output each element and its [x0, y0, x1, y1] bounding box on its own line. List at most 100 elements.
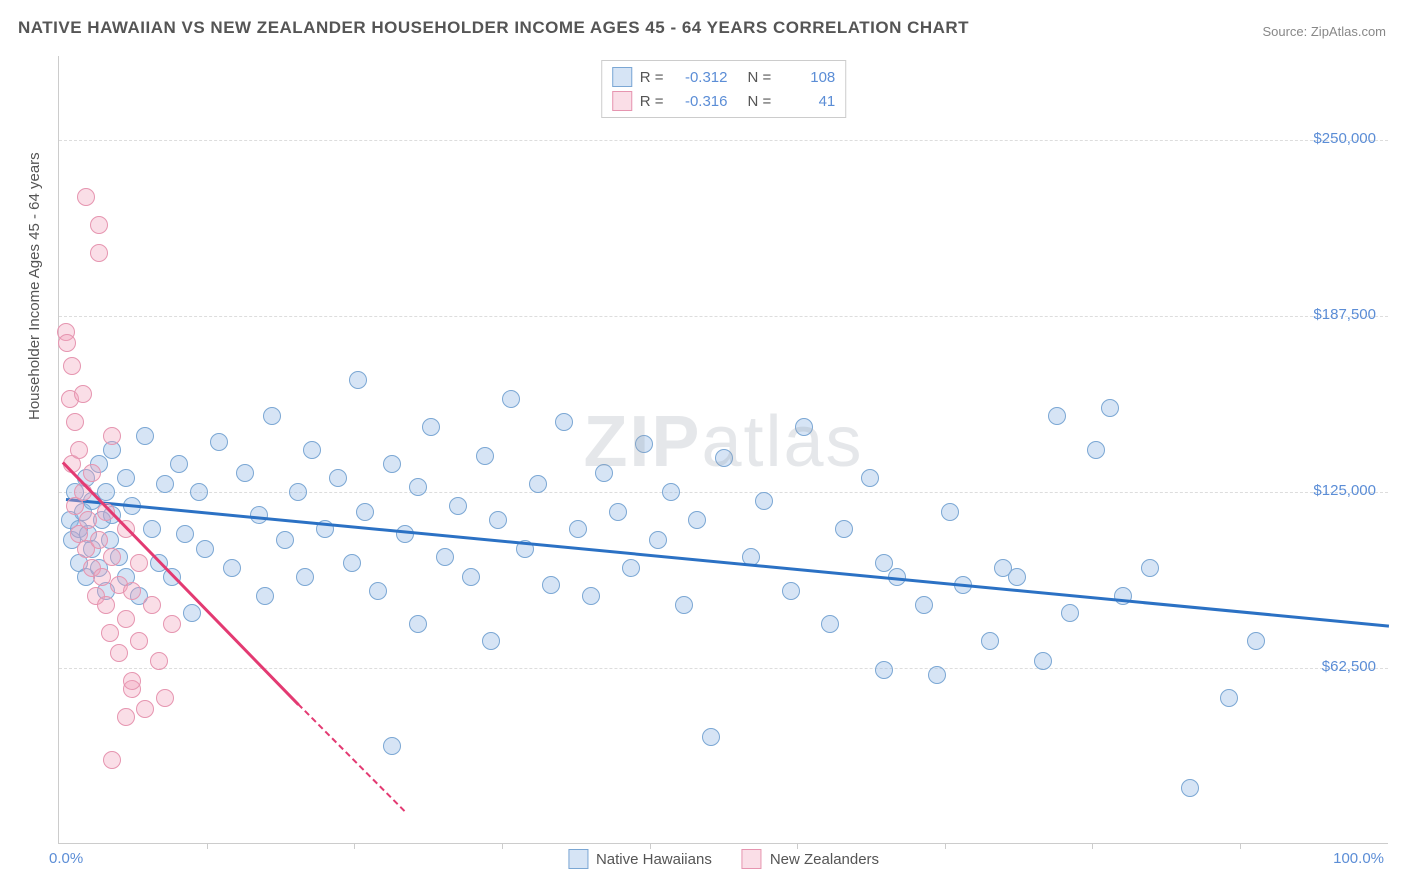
scatter-point [136, 427, 154, 445]
watermark: ZIPatlas [583, 400, 863, 482]
n-value: 41 [783, 93, 835, 110]
y-tick-label: $187,500 [1313, 306, 1376, 323]
scatter-point [130, 632, 148, 650]
gridline [59, 668, 1388, 669]
scatter-point [101, 624, 119, 642]
y-axis-label: Householder Income Ages 45 - 64 years [26, 152, 43, 420]
legend-swatch [568, 849, 588, 869]
scatter-point [875, 661, 893, 679]
legend-series-item: New Zealanders [742, 849, 879, 869]
scatter-point [349, 371, 367, 389]
scatter-point [702, 728, 720, 746]
trend-line-extrapolated [298, 704, 406, 812]
scatter-point [436, 548, 454, 566]
scatter-point [130, 554, 148, 572]
scatter-point [90, 216, 108, 234]
scatter-point [1087, 441, 1105, 459]
scatter-point [210, 433, 228, 451]
scatter-point [156, 475, 174, 493]
scatter-point [662, 483, 680, 501]
scatter-point [143, 520, 161, 538]
scatter-point [250, 506, 268, 524]
scatter-point [1061, 604, 1079, 622]
scatter-point [981, 632, 999, 650]
scatter-point [449, 497, 467, 515]
scatter-point [343, 554, 361, 572]
scatter-point [136, 700, 154, 718]
scatter-point [529, 475, 547, 493]
scatter-point [90, 244, 108, 262]
x-tick-mark [797, 843, 798, 849]
scatter-point [795, 418, 813, 436]
x-tick-mark [207, 843, 208, 849]
scatter-point [649, 531, 667, 549]
scatter-point [289, 483, 307, 501]
legend-swatch [612, 67, 632, 87]
scatter-point [77, 188, 95, 206]
scatter-point [715, 449, 733, 467]
scatter-point [609, 503, 627, 521]
scatter-point [110, 644, 128, 662]
legend-correlation-row: R =-0.316N =41 [612, 89, 836, 113]
series-legend: Native Hawaiians New Zealanders [568, 849, 879, 869]
x-tick-label: 100.0% [1333, 850, 1384, 867]
scatter-point [915, 596, 933, 614]
scatter-point [941, 503, 959, 521]
gridline [59, 316, 1388, 317]
scatter-point [74, 385, 92, 403]
y-tick-label: $125,000 [1313, 482, 1376, 499]
scatter-point [123, 582, 141, 600]
scatter-point [502, 390, 520, 408]
source-label: Source: ZipAtlas.com [1262, 24, 1386, 39]
scatter-point [117, 610, 135, 628]
x-tick-mark [945, 843, 946, 849]
x-tick-mark [502, 843, 503, 849]
scatter-point [582, 587, 600, 605]
r-value: -0.316 [676, 93, 728, 110]
legend-series-label: Native Hawaiians [596, 851, 712, 868]
scatter-point [635, 435, 653, 453]
n-label: N = [748, 93, 772, 110]
watermark-rest: atlas [701, 401, 863, 481]
scatter-point [66, 413, 84, 431]
scatter-point [236, 464, 254, 482]
scatter-point [93, 568, 111, 586]
scatter-point [409, 478, 427, 496]
scatter-point [489, 511, 507, 529]
scatter-point [835, 520, 853, 538]
chart-plot-area: ZIPatlas R =-0.312N =108R =-0.316N =41 N… [58, 56, 1388, 844]
x-tick-mark [1240, 843, 1241, 849]
scatter-point [123, 672, 141, 690]
scatter-point [356, 503, 374, 521]
legend-series-label: New Zealanders [770, 851, 879, 868]
scatter-point [688, 511, 706, 529]
scatter-point [223, 559, 241, 577]
x-tick-mark [650, 843, 651, 849]
scatter-point [163, 615, 181, 633]
scatter-point [928, 666, 946, 684]
scatter-point [329, 469, 347, 487]
y-tick-label: $250,000 [1313, 130, 1376, 147]
gridline [59, 140, 1388, 141]
legend-series-item: Native Hawaiians [568, 849, 712, 869]
scatter-point [1114, 587, 1132, 605]
scatter-point [369, 582, 387, 600]
scatter-point [622, 559, 640, 577]
scatter-point [176, 525, 194, 543]
x-tick-mark [1092, 843, 1093, 849]
y-tick-label: $62,500 [1322, 658, 1376, 675]
scatter-point [196, 540, 214, 558]
scatter-point [303, 441, 321, 459]
legend-swatch [742, 849, 762, 869]
x-tick-label: 0.0% [49, 850, 83, 867]
scatter-point [476, 447, 494, 465]
x-tick-mark [354, 843, 355, 849]
scatter-point [782, 582, 800, 600]
scatter-point [170, 455, 188, 473]
scatter-point [1008, 568, 1026, 586]
scatter-point [143, 596, 161, 614]
gridline [59, 492, 1388, 493]
trend-line [66, 498, 1390, 627]
scatter-point [296, 568, 314, 586]
legend-correlation-row: R =-0.312N =108 [612, 65, 836, 89]
